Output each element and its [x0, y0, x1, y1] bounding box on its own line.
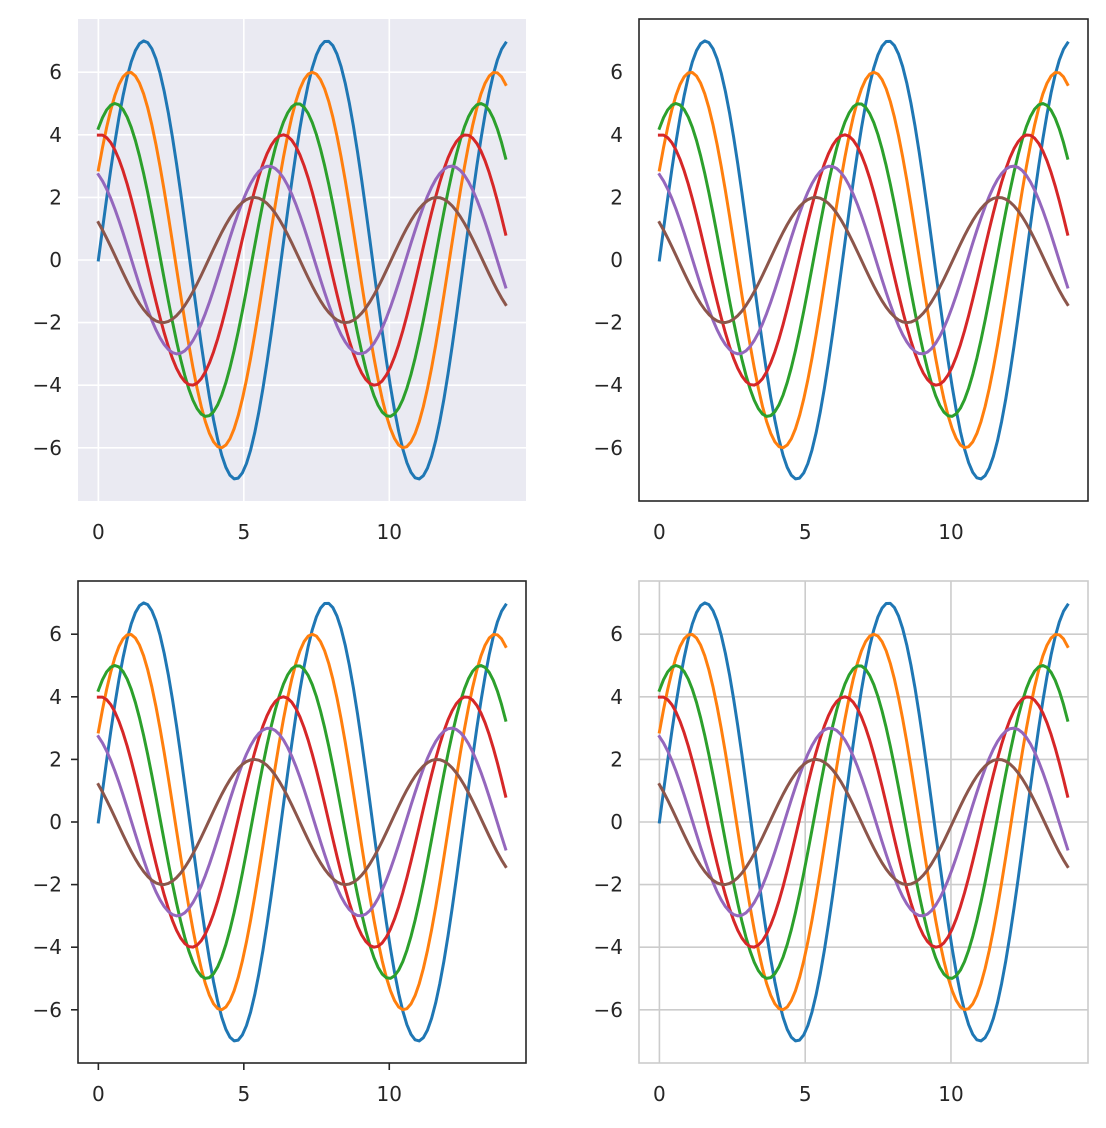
series-line-1: [96, 632, 508, 1012]
x-tick-label: 5: [799, 1082, 812, 1106]
y-tick-label: 6: [49, 622, 62, 646]
series-line-3: [96, 133, 508, 387]
x-tick-label: 0: [92, 520, 105, 544]
y-tick-label: −2: [33, 873, 62, 897]
series-line-3: [96, 695, 508, 949]
series-line-2: [96, 664, 508, 980]
y-tick-label: −4: [33, 935, 62, 959]
x-tick-label: 10: [377, 520, 402, 544]
series-line-0: [96, 601, 508, 1043]
y-tick-label: −6: [594, 998, 623, 1022]
series-line-5: [96, 195, 508, 325]
x-tick-label: 0: [92, 1082, 105, 1106]
y-tick-label: 6: [610, 622, 623, 646]
y-tick-label: 4: [49, 685, 62, 709]
subplot-top-right: 0 5 10 6 4 2 0 −2 −4 −6: [594, 18, 1089, 544]
y-tick-label: 4: [610, 685, 623, 709]
y-tick-label: −6: [594, 436, 623, 460]
y-tick-label: 2: [49, 185, 62, 209]
series-line-2: [657, 664, 1070, 980]
y-tick-label: 2: [610, 185, 623, 209]
subplot-bottom-left: 0 5 10 6 4 2 0 −2 −4 −6: [33, 580, 527, 1106]
plot-area: [78, 581, 526, 1063]
axes-frame: [638, 580, 1089, 1064]
y-tick-label: −6: [33, 998, 62, 1022]
y-tick-label: 0: [49, 248, 62, 272]
y-tick-label: −2: [33, 311, 62, 335]
series-line-5: [96, 757, 508, 887]
y-tick-label: 0: [49, 810, 62, 834]
series-line-1: [96, 70, 508, 450]
x-tick-label: 10: [938, 520, 963, 544]
x-tick-label: 0: [653, 520, 666, 544]
y-tick-label: −4: [594, 935, 623, 959]
x-tick-label: 0: [653, 1082, 666, 1106]
series-line-2: [657, 102, 1070, 418]
y-tick-label: −2: [594, 311, 623, 335]
x-tick-label: 10: [938, 1082, 963, 1106]
y-tick-label: 6: [49, 60, 62, 84]
y-tick-label: 0: [610, 248, 623, 272]
y-tick-label: −2: [594, 873, 623, 897]
series-line-2: [96, 102, 508, 418]
y-tick-label: 4: [49, 123, 62, 147]
series-line-0: [96, 39, 508, 481]
series-line-4: [657, 726, 1070, 918]
y-tick-label: −6: [33, 436, 62, 460]
y-tick-label: −4: [33, 373, 62, 397]
series-line-0: [657, 601, 1070, 1043]
series-line-4: [96, 726, 508, 918]
x-tick-label: 5: [799, 520, 812, 544]
series-line-3: [657, 695, 1070, 949]
subplot-bottom-right: 0 5 10 6 4 2 0 −2 −4 −6: [594, 580, 1089, 1106]
y-tick-label: 2: [49, 747, 62, 771]
plot-area: [639, 19, 1088, 501]
x-tick-label: 10: [377, 1082, 402, 1106]
y-tick-label: 0: [610, 810, 623, 834]
series-line-5: [657, 195, 1070, 325]
series-line-5: [657, 757, 1070, 887]
x-tick-label: 5: [237, 520, 250, 544]
series-line-1: [657, 70, 1070, 450]
series-line-4: [657, 164, 1070, 356]
y-tick-label: 6: [610, 60, 623, 84]
series-line-4: [96, 164, 508, 356]
y-tick-label: −4: [594, 373, 623, 397]
series-line-3: [657, 133, 1070, 387]
x-tick-label: 5: [237, 1082, 250, 1106]
y-tick-label: 2: [610, 747, 623, 771]
subplot-top-left: 0 5 10 6 4 2 0 −2 −4 −6: [33, 19, 526, 544]
axes-frame: [638, 18, 1089, 502]
series-line-1: [657, 632, 1070, 1012]
y-tick-label: 4: [610, 123, 623, 147]
series-line-0: [657, 39, 1070, 481]
